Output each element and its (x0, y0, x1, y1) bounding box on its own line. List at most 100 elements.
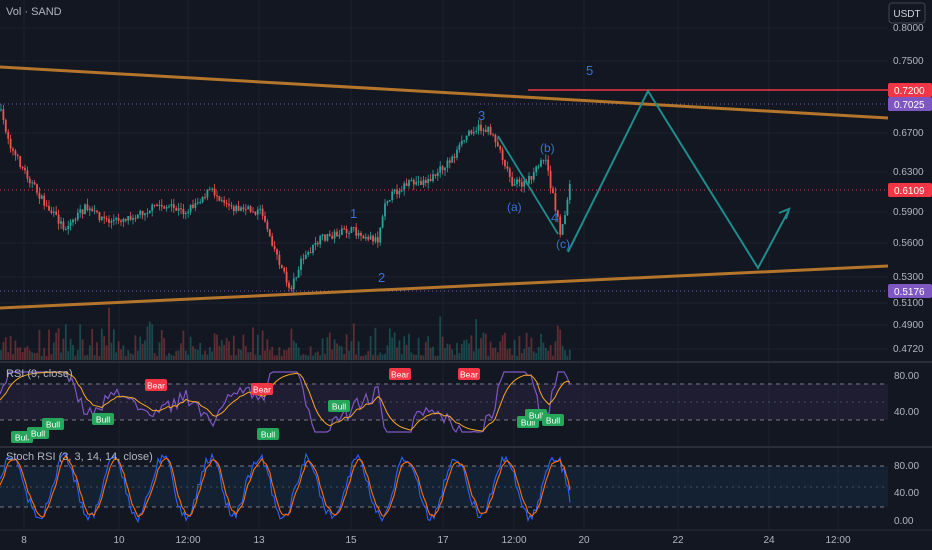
volume-bar (237, 348, 240, 360)
volume-bar (21, 352, 24, 360)
rsi-line[interactable] (0, 371, 571, 434)
candle-body (460, 140, 463, 145)
volume-bar (336, 343, 338, 360)
candle-body (177, 208, 180, 211)
volume-bar (220, 340, 223, 360)
candle-body (499, 146, 502, 150)
volume-bar (391, 337, 394, 360)
volume-bar (64, 324, 67, 360)
candle-body (55, 211, 58, 215)
candle-body (256, 209, 259, 215)
candle-body (324, 234, 326, 241)
candle-body (208, 189, 211, 191)
volume-bar (465, 339, 468, 360)
volume-bar (360, 355, 362, 360)
rsi-signal-tag: Bear (251, 383, 273, 395)
candle-body (273, 245, 276, 250)
wave-label-4: 4 (551, 210, 558, 225)
candle-body (31, 182, 34, 184)
lower-trendline[interactable] (0, 264, 889, 310)
candle-body (192, 204, 194, 208)
rsi-signal-label: Bear (147, 381, 165, 391)
candle-body (184, 212, 187, 215)
rsi-tick-40: 40.00 (894, 407, 919, 418)
candle-body (139, 210, 142, 215)
candle-body (424, 180, 427, 184)
volume-bar (444, 348, 446, 360)
price-badge[interactable]: 0.7200 (888, 83, 932, 97)
wave-label-3: 3 (478, 108, 485, 123)
candle-body (48, 205, 50, 211)
candle-body (0, 109, 2, 111)
volume-bar (549, 345, 552, 360)
volume-bar (24, 347, 26, 360)
candle-body (280, 264, 283, 268)
volume-bar (340, 346, 343, 360)
candle-body (408, 180, 410, 187)
candle-body (81, 209, 84, 215)
volume-bar (432, 346, 434, 360)
volume-bar (278, 347, 281, 360)
volume-bar (55, 332, 58, 360)
projection-path[interactable] (567, 88, 790, 270)
volume-bar (69, 338, 72, 360)
candle-body (374, 237, 377, 242)
candle-body (62, 221, 65, 230)
candle-body (367, 237, 370, 240)
candle-body (182, 208, 185, 215)
candles (0, 103, 571, 295)
candle-body (148, 210, 151, 213)
volume-bar (268, 350, 271, 360)
candle-body (448, 160, 451, 163)
candle-body (484, 129, 487, 132)
rsi-signal-line[interactable] (0, 371, 571, 432)
candle-body (115, 217, 118, 220)
price-badge[interactable]: 0.6109 (888, 183, 932, 197)
volume-bar (122, 345, 125, 360)
volume-bar (316, 351, 319, 360)
volume-bar (328, 332, 331, 360)
volume-bar (50, 354, 53, 360)
volume-bar (520, 353, 523, 360)
candle-body (396, 189, 398, 195)
volume-bar (208, 347, 211, 360)
volume-bar (523, 348, 526, 360)
candle-body (69, 222, 72, 226)
time-tick: 13 (253, 535, 265, 546)
rsi-title[interactable]: RSI (9, close) (6, 368, 73, 380)
candle-body (170, 204, 173, 207)
volume-bar (412, 354, 415, 360)
price-badge[interactable]: 0.5176 (888, 284, 932, 298)
volume-legend[interactable]: Vol · SAND (6, 6, 62, 18)
candle-body (67, 225, 70, 230)
time-tick: 20 (578, 535, 590, 546)
candle-body (110, 221, 113, 223)
upper-trendline[interactable] (0, 65, 889, 120)
candle-body (561, 224, 564, 235)
candle-body (504, 160, 506, 167)
volume-bar (40, 355, 43, 360)
stoch-title[interactable]: Stoch RSI (3, 3, 14, 14, close) (6, 451, 153, 463)
candle-body (415, 182, 418, 185)
stoch-d-line[interactable] (0, 455, 571, 518)
wave-c-line[interactable] (497, 135, 559, 235)
candle-body (554, 193, 557, 211)
candle-body (336, 231, 338, 237)
candle-body (38, 192, 41, 199)
volume-bar (400, 354, 403, 360)
volume-bar (300, 355, 302, 360)
rsi-signal-label: Bull (521, 418, 535, 428)
candle-body (393, 189, 396, 192)
volume-bar (230, 355, 233, 360)
rsi-signal-tag: Bear (458, 368, 480, 380)
volume-bar (91, 328, 94, 360)
volume-bar (151, 324, 154, 360)
candle-body (475, 130, 478, 132)
candle-body (278, 254, 281, 265)
volume-bars (0, 307, 571, 360)
candle-body (333, 231, 336, 239)
price-badge[interactable]: 0.7025 (888, 97, 932, 111)
candle-body (381, 216, 384, 228)
currency-button[interactable] (888, 2, 926, 24)
